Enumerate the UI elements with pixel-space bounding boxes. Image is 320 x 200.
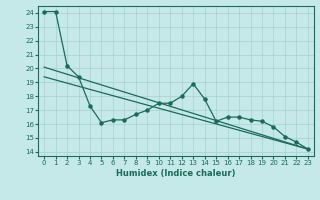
X-axis label: Humidex (Indice chaleur): Humidex (Indice chaleur) bbox=[116, 169, 236, 178]
